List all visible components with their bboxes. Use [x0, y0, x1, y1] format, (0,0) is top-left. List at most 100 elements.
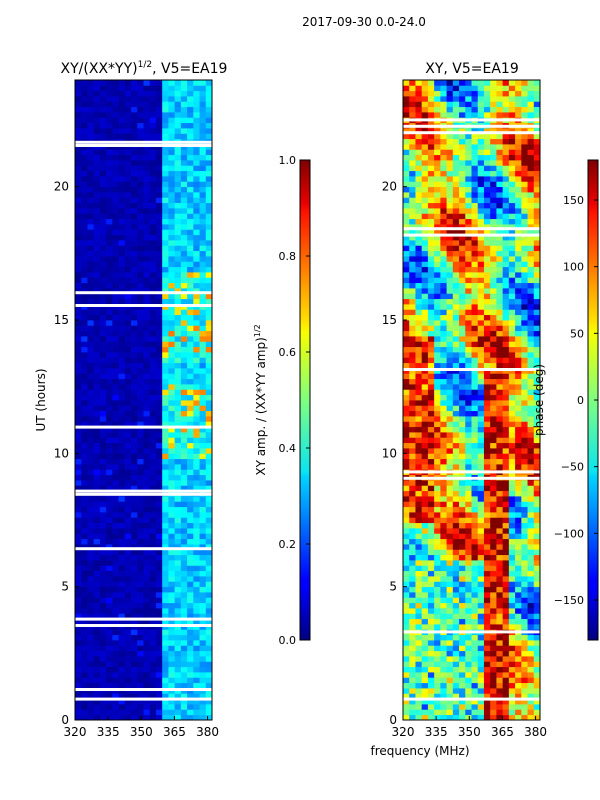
heatmap-cell: [87, 517, 95, 524]
heatmap-cell: [131, 560, 138, 566]
heatmap-cell: [496, 170, 504, 177]
heatmap-cell: [403, 661, 410, 668]
heatmap-cell: [471, 314, 479, 321]
heatmap-cell: [168, 224, 176, 230]
heatmap-cell: [434, 688, 441, 694]
heatmap-cell: [124, 341, 132, 348]
heatmap-cell: [149, 197, 157, 204]
heatmap-cell: [427, 224, 435, 230]
heatmap-cell: [199, 256, 207, 262]
heatmap-cell: [471, 373, 479, 380]
heatmap-cell: [427, 560, 435, 566]
heatmap-cell: [87, 362, 95, 369]
heatmap-cell: [131, 421, 138, 428]
heatmap-cell: [87, 378, 95, 385]
heatmap-cell: [93, 570, 101, 577]
heatmap-cell: [527, 362, 535, 369]
colorbar-tick-label: 0.8: [279, 250, 297, 263]
heatmap-cell: [205, 80, 213, 86]
heatmap-cell: [187, 218, 194, 225]
heatmap-cell: [446, 261, 454, 268]
heatmap-cell: [180, 512, 188, 518]
heatmap-cell: [409, 426, 416, 433]
heatmap-cell: [162, 421, 169, 428]
heatmap-cell: [106, 405, 113, 412]
heatmap-cell: [106, 80, 113, 86]
heatmap-cell: [87, 512, 95, 518]
heatmap-cell: [421, 501, 429, 508]
heatmap-cell: [527, 709, 535, 716]
heatmap-cell: [87, 560, 95, 566]
heatmap-cell: [483, 554, 491, 561]
heatmap-cell: [471, 394, 479, 401]
heatmap-cell: [508, 458, 516, 465]
heatmap-cell: [446, 666, 454, 673]
heatmap-cell: [205, 389, 213, 396]
heatmap-cell: [409, 437, 416, 444]
heatmap-cell: [471, 645, 479, 652]
heatmap-cell: [199, 416, 207, 422]
heatmap-cell: [112, 186, 119, 193]
heatmap-cell: [521, 362, 528, 369]
heatmap-cell: [421, 496, 429, 502]
heatmap-cell: [403, 485, 410, 492]
heatmap-cell: [459, 512, 466, 518]
heatmap-cell: [533, 384, 541, 390]
heatmap-cell: [187, 202, 194, 209]
heatmap-cell: [199, 501, 207, 508]
heatmap-cell: [205, 501, 213, 508]
heatmap-cell: [180, 261, 188, 268]
heatmap-cell: [112, 261, 119, 268]
heatmap-cell: [205, 309, 213, 316]
heatmap-cell: [87, 480, 95, 486]
heatmap-cell: [403, 192, 410, 198]
heatmap-cell: [187, 432, 194, 438]
heatmap-cell: [477, 176, 485, 182]
heatmap-cell: [93, 352, 101, 358]
heatmap-cell: [124, 154, 132, 161]
heatmap-cell: [81, 437, 88, 444]
heatmap-cell: [131, 309, 138, 316]
heatmap-cell: [490, 645, 497, 652]
heatmap-cell: [471, 597, 479, 604]
heatmap-cell: [131, 106, 138, 113]
heatmap-cell: [87, 298, 95, 305]
heatmap-cell: [143, 426, 151, 433]
heatmap-cell: [87, 485, 95, 492]
heatmap-cell: [452, 261, 460, 268]
heatmap-cell: [502, 517, 510, 524]
heatmap-cell: [193, 368, 200, 374]
heatmap-cell: [106, 154, 113, 161]
heatmap-cell: [440, 666, 447, 673]
heatmap-cell: [112, 282, 119, 289]
heatmap-cell: [471, 208, 479, 214]
heatmap-cell: [515, 261, 522, 268]
heatmap-cell: [93, 272, 101, 278]
heatmap-cell: [143, 202, 151, 209]
heatmap-cell: [118, 469, 126, 476]
heatmap-cell: [459, 570, 466, 577]
heatmap-cell: [87, 634, 95, 641]
heatmap-cell: [527, 293, 535, 300]
heatmap-cell: [502, 176, 510, 182]
heatmap-cell: [508, 277, 516, 284]
heatmap-cell: [149, 272, 157, 278]
heatmap-cell: [75, 544, 82, 550]
heatmap-cell: [81, 586, 88, 593]
heatmap-cell: [93, 677, 101, 684]
heatmap-cell: [199, 346, 207, 353]
heatmap-cell: [193, 549, 200, 556]
heatmap-cell: [452, 352, 460, 358]
heatmap-cell: [515, 245, 522, 252]
heatmap-cell: [149, 528, 157, 534]
heatmap-cell: [193, 234, 200, 241]
heatmap-cell: [118, 442, 126, 449]
heatmap-cell: [137, 421, 144, 428]
heatmap-cell: [187, 714, 194, 721]
heatmap-cell: [131, 362, 138, 369]
heatmap-cell: [155, 458, 163, 465]
heatmap-cell: [187, 181, 194, 188]
heatmap-cell: [155, 309, 163, 316]
heatmap-cell: [465, 522, 472, 529]
heatmap-cell: [446, 421, 454, 428]
